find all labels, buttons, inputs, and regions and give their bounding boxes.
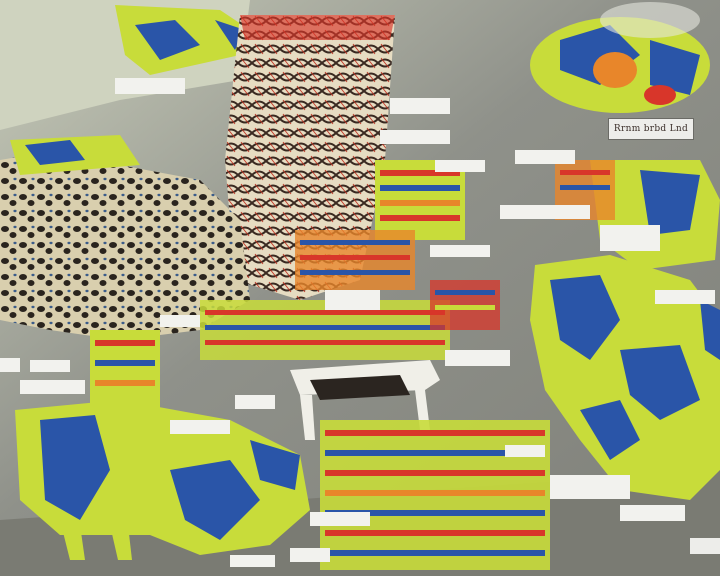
ornate-panel [225, 15, 395, 300]
leopard-cluster [0, 150, 250, 340]
caption-label: Rrnm brbd Lnd [608, 118, 694, 140]
white-label-blocks [0, 78, 715, 567]
stripe-blocks [90, 160, 615, 570]
caption-label-2 [690, 538, 720, 554]
